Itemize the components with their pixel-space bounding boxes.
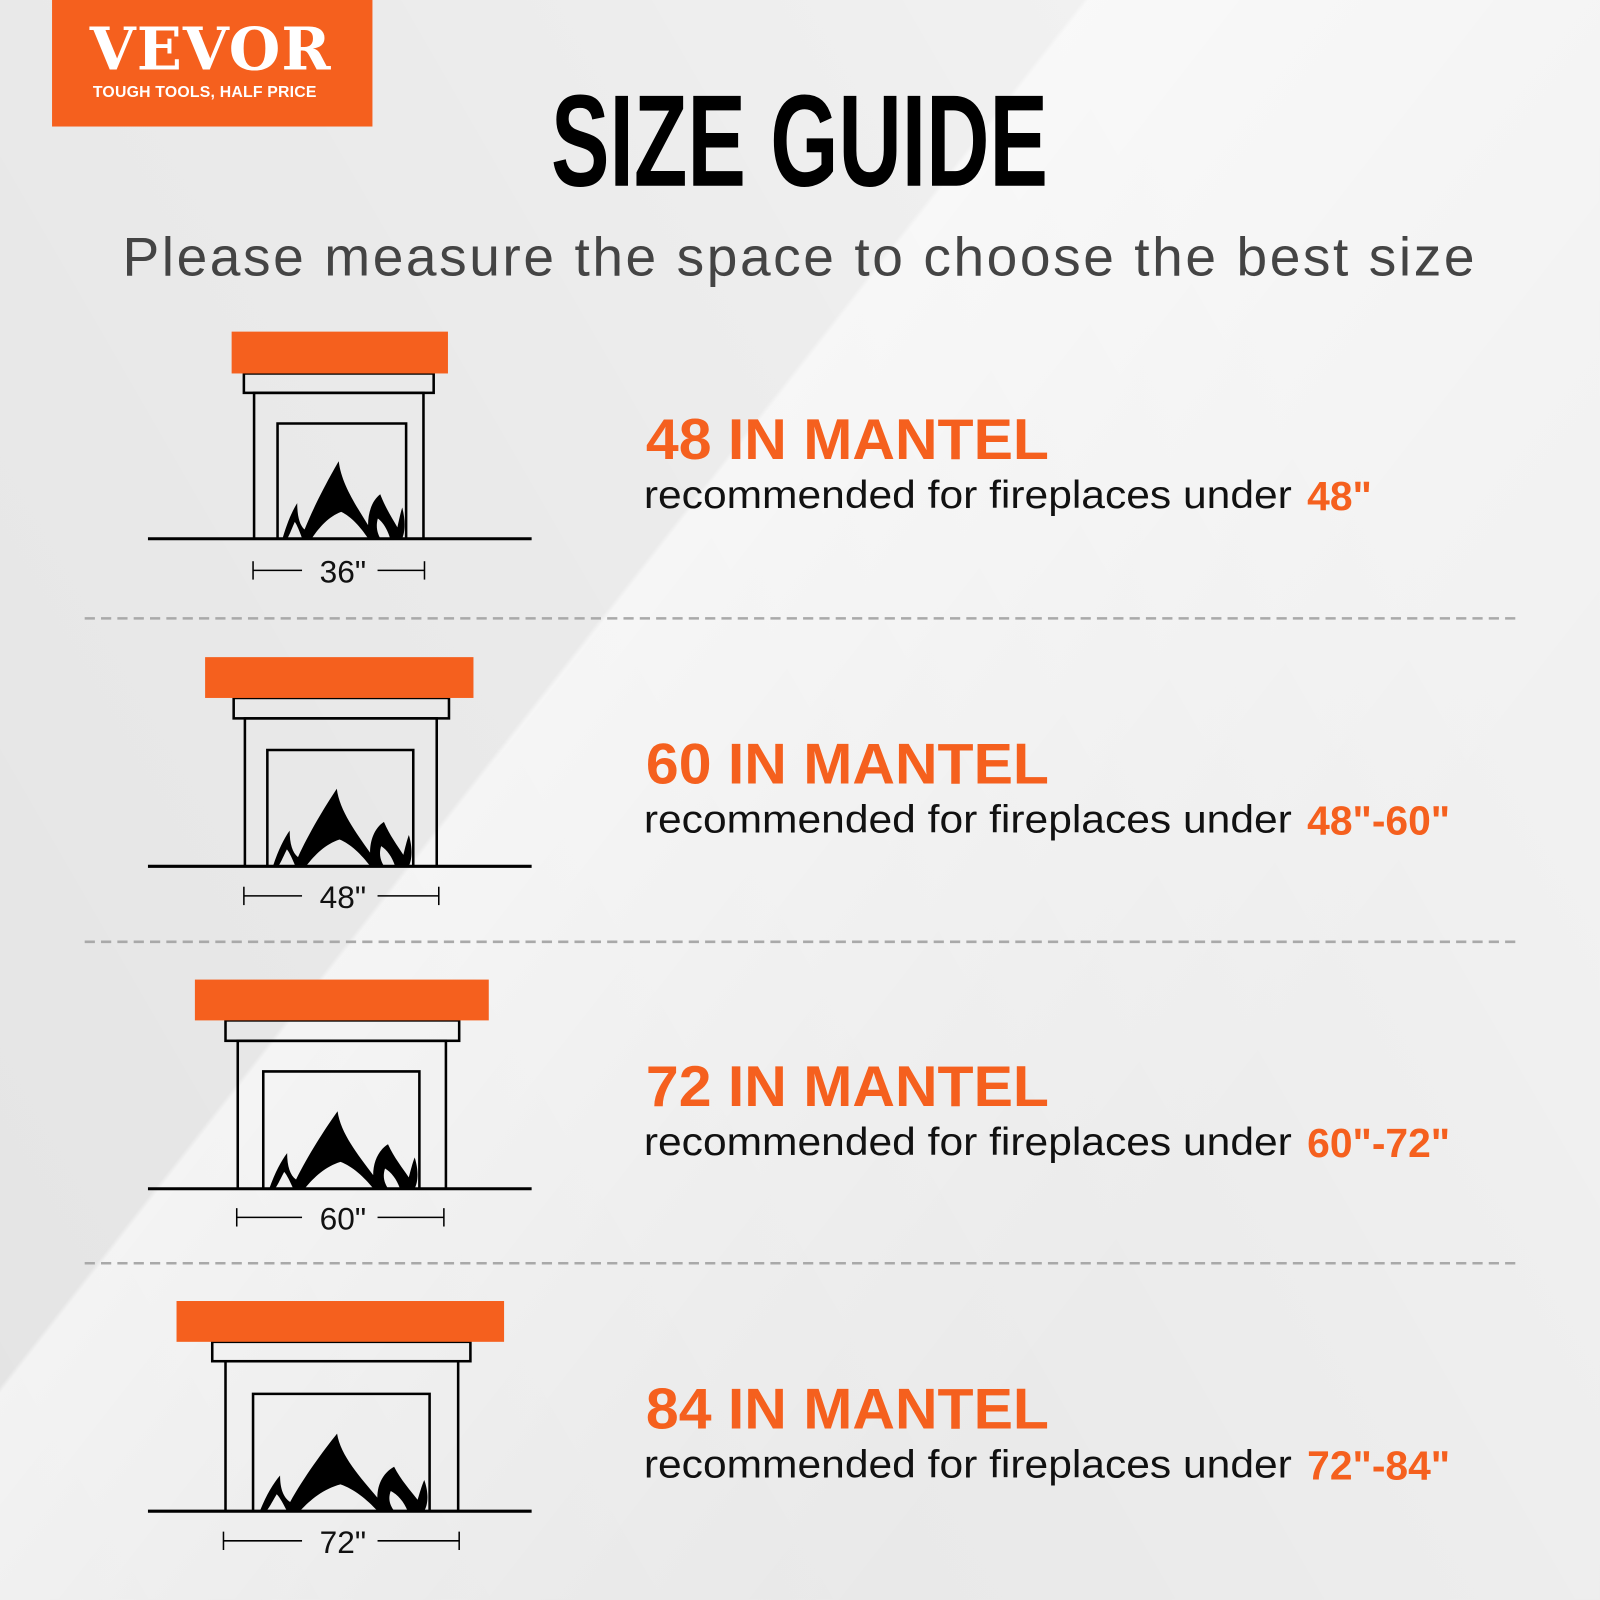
mantel-board <box>194 979 489 1021</box>
fireplace-frame <box>224 1359 460 1512</box>
recommendation-text: recommended for fireplaces under <box>644 474 1292 517</box>
recommendation-text: recommended for fireplaces under <box>644 799 1292 842</box>
mantel-size-title: 60 IN MANTEL <box>646 733 1049 797</box>
fireplace-illustration: 48" <box>147 657 532 915</box>
mantel-board <box>231 331 448 374</box>
fireplace-frame <box>243 717 439 867</box>
fireplace-frame <box>236 1039 448 1189</box>
mantel-shelf <box>242 372 435 395</box>
recommendation-text: recommended for fireplaces under <box>644 1121 1292 1164</box>
mantel-size-title: 72 IN MANTEL <box>646 1055 1049 1119</box>
fireplace-range: 72"-84" <box>1307 1443 1450 1489</box>
fireplace-range: 48"-60" <box>1307 798 1450 844</box>
fireplace-width-label: 36" <box>320 554 366 590</box>
flame-icon <box>259 1433 428 1511</box>
firebox <box>266 748 415 867</box>
logo-tagline: TOUGH TOOLS, HALF PRICE <box>92 83 317 102</box>
recommendation-text: recommended for fireplaces under <box>644 1444 1292 1487</box>
flame-icon <box>273 788 412 866</box>
flame-icon <box>269 1111 418 1189</box>
mantel-shelf <box>210 1340 472 1363</box>
fireplace-illustration: 36" <box>147 331 532 590</box>
mantel-board <box>176 1301 505 1342</box>
mantel-shelf <box>224 1019 461 1043</box>
firebox <box>276 422 408 539</box>
logo-wordmark: VEVOR <box>89 14 332 84</box>
fireplace-width-label: 60" <box>320 1201 366 1237</box>
fireplace-range: 48" <box>1307 473 1372 519</box>
mantel-shelf <box>232 696 451 720</box>
page-subtitle: Please measure the space to choose the b… <box>122 226 1474 288</box>
mantel-board <box>205 657 474 698</box>
flame-icon <box>282 461 405 539</box>
mantel-size-title: 48 IN MANTEL <box>646 408 1049 472</box>
fireplace-width-label: 72" <box>320 1524 366 1560</box>
fireplace-frame <box>252 391 425 539</box>
firebox <box>261 1070 421 1189</box>
fireplace-width-label: 48" <box>320 879 366 915</box>
page-title: SIZE GUIDE <box>551 68 1048 214</box>
fireplace-range: 60"-72" <box>1307 1120 1450 1166</box>
fireplace-illustration: 72" <box>147 1301 532 1560</box>
vevor-logo: VEVOR TOUGH TOOLS, HALF PRICE <box>52 0 373 127</box>
fireplace-illustration: 60" <box>147 979 532 1237</box>
firebox <box>251 1392 431 1512</box>
mantel-size-title: 84 IN MANTEL <box>646 1378 1049 1442</box>
